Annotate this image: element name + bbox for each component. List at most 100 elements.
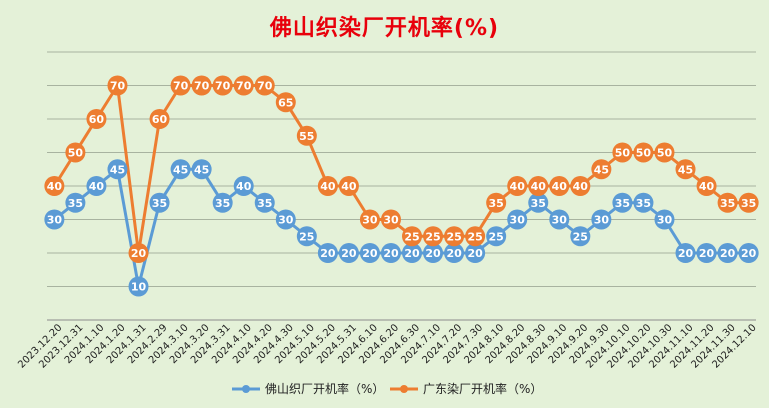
data-point-series-1 [549,209,570,230]
data-label-series-2: 70 [257,80,273,93]
data-label-series-1: 35 [531,197,546,210]
data-point-series-2 [107,75,128,96]
data-point-series-1 [107,159,128,180]
data-point-series-2 [65,142,86,163]
data-point-series-1 [233,176,254,196]
data-label-series-2: 40 [341,180,357,193]
data-point-series-2 [402,226,423,247]
data-point-series-2 [212,75,233,96]
data-point-series-2 [296,125,317,146]
data-point-series-1 [149,192,170,213]
data-label-series-1: 20 [320,247,336,260]
data-label-series-2: 45 [594,163,609,176]
data-point-series-2 [591,159,612,180]
data-label-series-2: 70 [215,80,231,93]
data-point-series-1 [633,192,654,213]
chart-title: 佛山织染厂开机率(%) [269,16,500,41]
data-point-series-2 [423,226,444,247]
data-point-series-2 [465,226,486,247]
data-label-series-2: 40 [573,180,589,193]
data-point-series-2 [633,142,654,163]
data-label-series-2: 25 [425,230,440,243]
data-point-series-1 [423,243,444,263]
data-point-series-1 [275,209,296,230]
data-label-series-1: 25 [573,230,588,243]
data-label-series-1: 25 [489,230,504,243]
data-point-series-2 [191,75,212,96]
data-point-series-1 [465,243,486,263]
data-label-series-1: 35 [636,197,651,210]
data-label-series-1: 20 [678,247,694,260]
data-label-series-1: 20 [404,247,420,260]
data-point-series-1 [486,226,507,247]
data-label-series-1: 35 [152,197,167,210]
data-point-series-2 [359,209,380,230]
data-label-series-2: 70 [194,80,210,93]
data-label-series-2: 60 [89,113,105,126]
data-point-series-1 [86,176,107,196]
data-point-series-1 [128,276,149,297]
data-label-series-1: 10 [131,281,147,294]
data-point-series-1 [717,243,738,263]
data-label-series-2: 70 [110,80,126,93]
data-point-series-2 [675,159,696,180]
data-label-series-1: 45 [194,163,209,176]
data-label-series-1: 20 [362,247,378,260]
legend-marker-2 [400,385,408,393]
data-point-series-1 [675,243,696,263]
data-point-series-1 [507,209,528,230]
data-point-series-2 [654,142,675,163]
data-label-series-1: 25 [299,230,314,243]
data-label-series-1: 45 [173,163,188,176]
data-point-series-2 [570,176,591,196]
data-label-series-2: 40 [510,180,526,193]
data-label-series-2: 25 [467,230,482,243]
data-label-series-1: 20 [720,247,736,260]
data-label-series-1: 20 [467,247,483,260]
data-label-series-1: 20 [425,247,441,260]
series-line-1 [53,167,749,288]
data-label-series-2: 20 [131,247,147,260]
data-point-series-2 [275,92,296,113]
data-label-series-2: 70 [173,80,189,93]
data-label-series-1: 40 [89,180,105,193]
data-point-series-2 [128,243,149,263]
data-point-series-2 [696,176,717,196]
data-point-series-2 [149,109,170,129]
data-label-series-2: 40 [531,180,547,193]
data-point-series-1 [170,159,191,180]
data-label-series-2: 35 [741,197,756,210]
data-point-series-1 [738,243,759,263]
data-point-series-1 [402,243,423,263]
data-label-series-1: 45 [110,163,125,176]
data-point-series-1 [612,192,633,213]
data-point-series-1 [254,192,275,213]
data-label-series-2: 35 [489,197,504,210]
data-label-series-1: 20 [383,247,399,260]
data-label-series-2: 30 [383,214,399,227]
data-point-series-2 [170,75,191,96]
data-point-series-1 [317,243,338,263]
data-point-series-1 [654,209,675,230]
data-label-series-1: 20 [699,247,715,260]
data-label-series-1: 35 [615,197,630,210]
legend-label-1: 佛山织厂开机率（%） [265,381,384,396]
data-point-series-1 [338,243,359,263]
data-label-series-1: 30 [278,214,294,227]
data-point-series-1 [65,192,86,213]
data-point-series-1 [191,159,212,180]
data-point-series-2 [86,109,107,129]
data-point-series-1 [359,243,380,263]
data-label-series-2: 50 [636,147,652,160]
data-point-series-2 [338,176,359,196]
data-point-series-2 [717,192,738,213]
data-label-series-2: 65 [278,96,293,109]
data-label-series-2: 40 [320,180,336,193]
data-label-series-1: 30 [510,214,526,227]
data-point-series-2 [44,176,65,196]
data-label-series-1: 35 [215,197,230,210]
data-point-series-2 [486,192,507,213]
data-label-series-1: 20 [341,247,357,260]
